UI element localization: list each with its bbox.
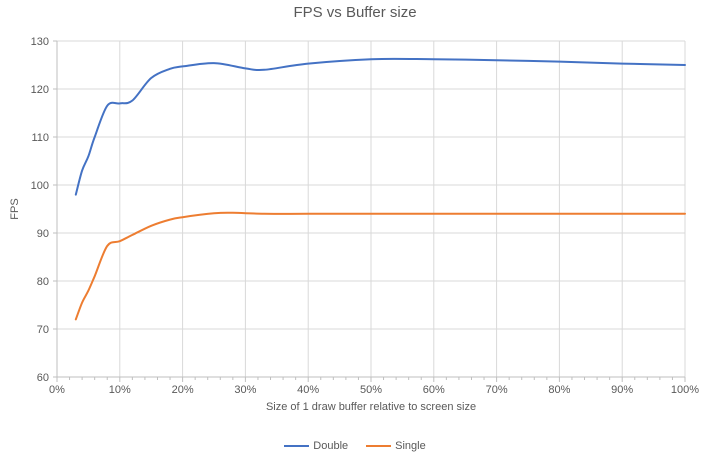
y-tick-label: 90 bbox=[37, 228, 49, 240]
x-tick-label: 0% bbox=[49, 384, 65, 396]
y-tick-label: 120 bbox=[31, 84, 49, 96]
y-tick-label: 130 bbox=[31, 36, 49, 48]
x-tick-label: 70% bbox=[486, 384, 508, 396]
y-tick-label: 70 bbox=[37, 324, 49, 336]
x-tick-label: 90% bbox=[611, 384, 633, 396]
series-line-single bbox=[74, 211, 686, 321]
x-tick-label: 10% bbox=[109, 384, 131, 396]
y-tick-label: 100 bbox=[31, 180, 49, 192]
y-tick-label: 110 bbox=[31, 132, 49, 144]
y-tick-label: 80 bbox=[37, 276, 49, 288]
x-tick-label: 30% bbox=[234, 384, 256, 396]
legend-swatch-single bbox=[366, 445, 392, 447]
legend-item-double: Double bbox=[284, 440, 348, 452]
legend-item-single: Single bbox=[366, 440, 426, 452]
legend-swatch-double bbox=[284, 445, 310, 447]
x-tick-label: 20% bbox=[172, 384, 194, 396]
chart-title: FPS vs Buffer size bbox=[293, 4, 417, 21]
x-tick-label: 40% bbox=[297, 384, 319, 396]
legend-label: Single bbox=[395, 440, 426, 452]
y-tick-label: 60 bbox=[37, 372, 49, 384]
x-tick-label: 50% bbox=[360, 384, 382, 396]
legend-label: Double bbox=[313, 440, 349, 452]
x-tick-label: 60% bbox=[423, 384, 445, 396]
series-line-double bbox=[74, 57, 686, 196]
x-tick-label: 100% bbox=[671, 384, 699, 396]
legend: Double Single bbox=[0, 440, 710, 452]
x-axis-title: Size of 1 draw buffer relative to screen… bbox=[265, 401, 477, 413]
x-tick-label: 80% bbox=[548, 384, 570, 396]
